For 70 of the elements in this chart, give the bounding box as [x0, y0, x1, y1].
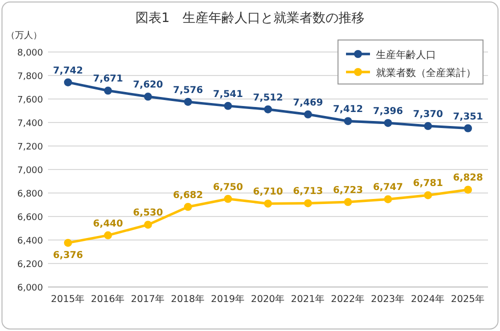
data-label: 6,710	[252, 186, 284, 198]
y-axis-title: （万人）	[6, 30, 42, 41]
data-label: 6,828	[452, 172, 484, 184]
data-label: 7,541	[212, 88, 244, 100]
data-label: 7,742	[52, 65, 84, 76]
x-tick-label: 2023年	[370, 293, 406, 305]
data-label: 6,781	[412, 178, 444, 190]
x-tick-label: 2017年	[130, 293, 166, 305]
point	[184, 98, 192, 106]
y-tick-label: 7,800	[17, 72, 44, 82]
data-label: 6,723	[332, 185, 364, 196]
y-tick-label: 7,600	[17, 96, 44, 106]
point	[184, 202, 192, 211]
x-tick-label: 2025年	[450, 293, 486, 305]
legend-label: 生産年齢人口	[376, 49, 436, 61]
data-label: 6,713	[292, 186, 324, 198]
data-label: 7,396	[372, 106, 404, 117]
point	[304, 199, 312, 208]
data-label: 7,671	[92, 74, 124, 85]
y-tick-label: 7,400	[17, 119, 44, 129]
data-label: 6,750	[212, 182, 244, 193]
point	[344, 117, 352, 126]
data-label: 7,620	[132, 80, 164, 91]
point	[224, 102, 232, 110]
y-tick-label: 6,000	[17, 284, 44, 294]
point	[384, 195, 392, 204]
y-tick-label: 6,600	[17, 213, 44, 223]
y-tick-label: 6,800	[17, 190, 44, 200]
x-tick-label: 2020年	[250, 293, 286, 305]
point	[64, 238, 72, 247]
x-tick-label: 2019年	[210, 293, 246, 305]
y-tick-label: 6,200	[17, 260, 44, 270]
point	[464, 124, 472, 132]
data-label: 7,370	[412, 109, 444, 120]
point	[64, 78, 72, 86]
point	[224, 194, 232, 203]
y-tick-label: 6,400	[17, 236, 44, 246]
data-label: 7,469	[292, 97, 324, 108]
data-label: 6,682	[172, 190, 204, 201]
point	[424, 191, 432, 200]
x-tick-label: 2016年	[90, 293, 126, 305]
data-label: 6,747	[372, 182, 404, 194]
data-label: 6,530	[132, 208, 164, 219]
chart-title: 図表1 生産年齢人口と就業者数の推移	[135, 10, 365, 26]
x-tick-label: 2015年	[50, 293, 86, 305]
x-tick-label: 2021年	[290, 293, 326, 305]
y-tick-label: 7,200	[17, 142, 44, 152]
x-tick-label: 2018年	[170, 293, 206, 305]
data-label: 7,512	[252, 92, 284, 104]
point	[464, 186, 472, 194]
point	[344, 198, 352, 206]
y-tick-label: 7,000	[17, 166, 44, 176]
point	[304, 110, 312, 118]
point	[264, 105, 272, 114]
point	[144, 92, 152, 101]
legend-label: 就業者数（全産業計）	[376, 67, 476, 79]
data-label: 7,576	[172, 84, 204, 96]
point	[104, 86, 112, 95]
point	[384, 118, 392, 127]
point	[264, 200, 272, 208]
data-label: 6,376	[52, 250, 84, 261]
point	[144, 220, 152, 229]
data-label: 7,412	[332, 104, 364, 116]
point	[104, 231, 112, 240]
data-label: 7,351	[452, 111, 484, 122]
point	[424, 122, 432, 130]
x-tick-label: 2022年	[330, 293, 366, 305]
data-label: 6,440	[92, 218, 124, 230]
x-tick-label: 2024年	[410, 293, 446, 305]
y-tick-label: 8,000	[17, 48, 44, 58]
